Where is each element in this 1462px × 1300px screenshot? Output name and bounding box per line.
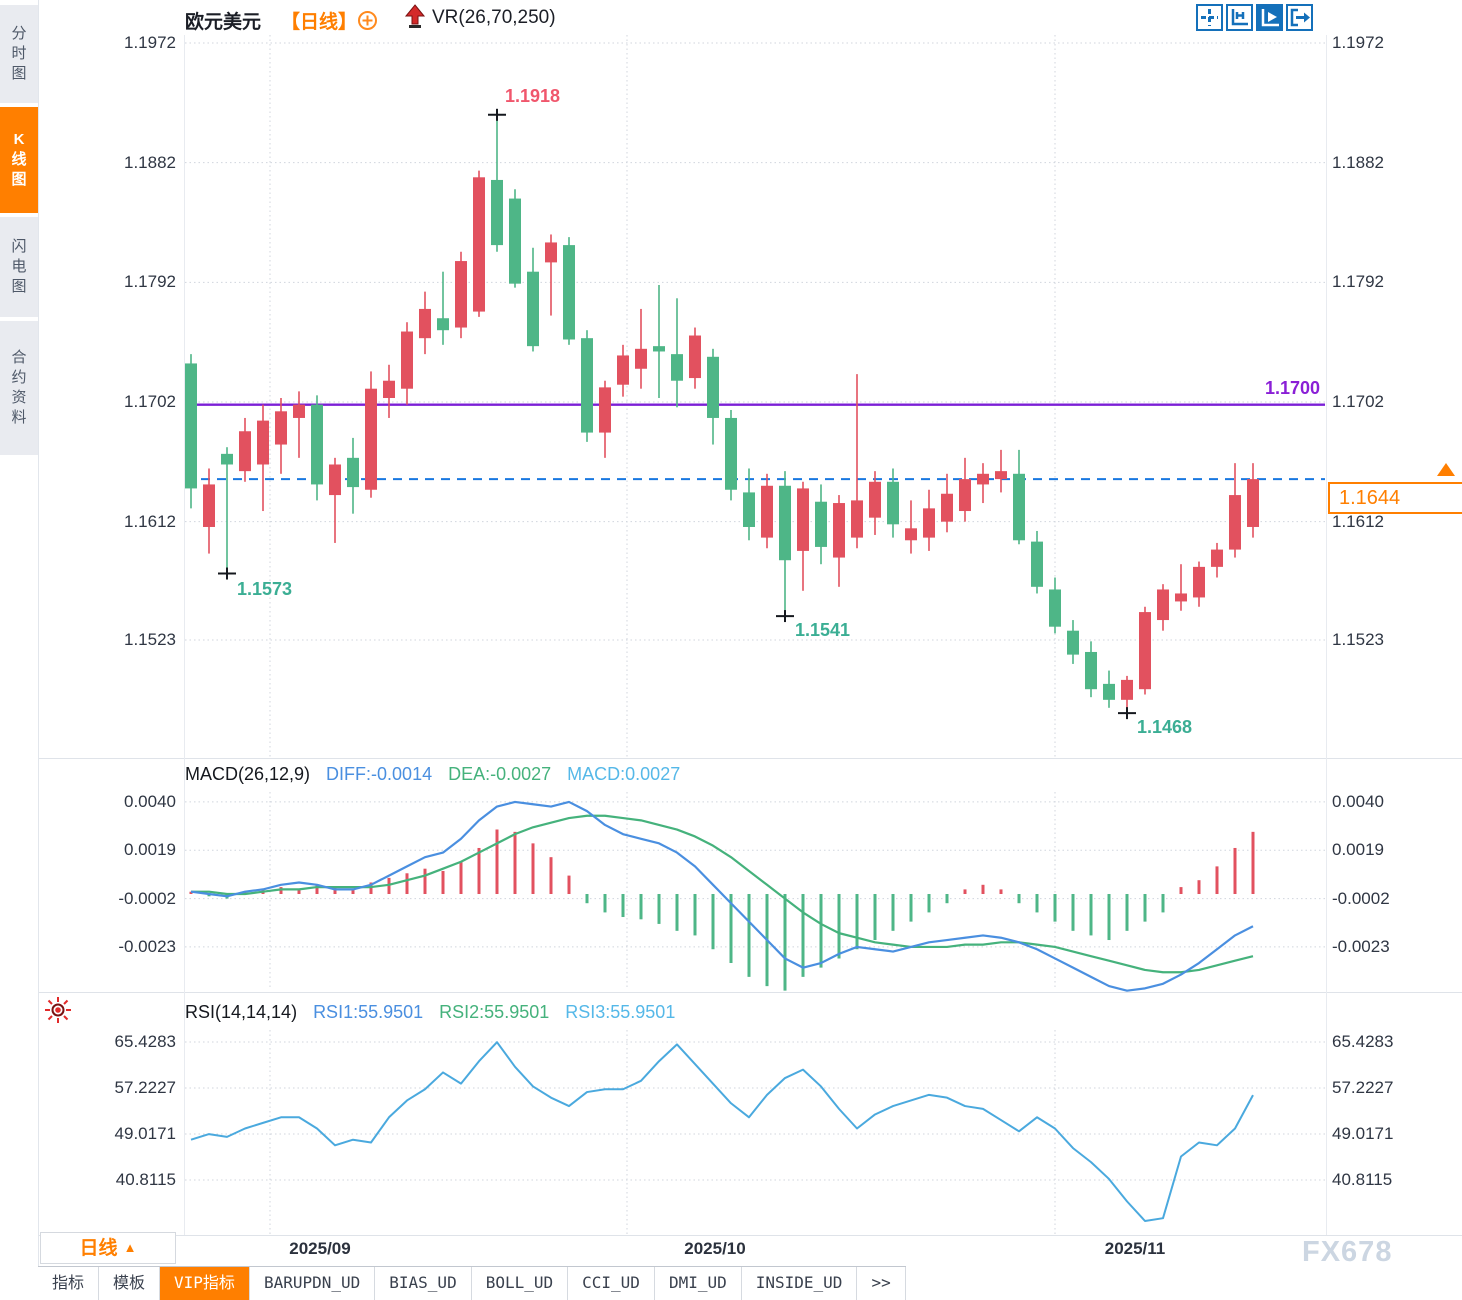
price-axis-label-left: 1.1523 bbox=[124, 629, 176, 649]
price-axis-label-right: 1.1612 bbox=[1332, 511, 1384, 531]
rsi2-value: RSI2:55.9501 bbox=[439, 1002, 550, 1022]
sidebar-tab-4[interactable]: 合 约 资 料 bbox=[0, 321, 38, 455]
bottom-tab-boll_ud[interactable]: BOLL_UD bbox=[471, 1267, 569, 1300]
low-annotation-1: 1.1573 bbox=[237, 579, 293, 599]
add-indicator-icon[interactable] bbox=[357, 10, 378, 31]
macd-axis-label-right: -0.0023 bbox=[1332, 936, 1390, 956]
rsi3-value: RSI3:55.9501 bbox=[565, 1002, 676, 1022]
price-axis-label-left: 1.1702 bbox=[124, 391, 176, 411]
period-dropdown-arrow: ▲ bbox=[123, 1240, 137, 1255]
macd-axis-label-left: 0.0040 bbox=[124, 791, 176, 811]
price-up-triangle bbox=[1437, 463, 1455, 476]
macd-axis-label-right: 0.0040 bbox=[1332, 791, 1384, 811]
macd-axis-label-left: 0.0019 bbox=[124, 840, 176, 860]
high-annotation: 1.1918 bbox=[505, 86, 561, 106]
rsi-title: RSI(14,14,14) bbox=[185, 1002, 298, 1022]
low-annotation-3: 1.1468 bbox=[1137, 717, 1193, 737]
price-axis-label-left: 1.1972 bbox=[124, 33, 176, 52]
chart-toolbar bbox=[1196, 4, 1313, 31]
axis-scale-icon[interactable] bbox=[1226, 4, 1253, 31]
export-right-icon[interactable] bbox=[1286, 4, 1313, 31]
rsi-axis-label-left: 57.2227 bbox=[114, 1078, 176, 1097]
bottom-tab-barupdn_ud[interactable]: BARUPDN_UD bbox=[249, 1267, 376, 1300]
macd-title: MACD(26,12,9) bbox=[185, 764, 311, 784]
xaxis-month-label: 2025/10 bbox=[684, 1239, 746, 1258]
macd-axis-label-right: 0.0019 bbox=[1332, 840, 1384, 860]
auto-play-icon[interactable] bbox=[1256, 4, 1283, 31]
rsi-axis-label-left: 49.0171 bbox=[114, 1124, 176, 1143]
price-axis-label-right: 1.1882 bbox=[1332, 152, 1384, 172]
sidebar-tab-2[interactable]: K 线 图 bbox=[0, 107, 38, 213]
rsi-axis-label-right: 40.8115 bbox=[1332, 1170, 1393, 1189]
bottom-tab-vip-[interactable]: VIP指标 bbox=[160, 1267, 250, 1300]
low-annotation-2: 1.1541 bbox=[795, 620, 851, 640]
sidebar-tab-1[interactable]: 分 时 图 bbox=[0, 5, 38, 103]
up-arrow-icon bbox=[404, 4, 426, 28]
macd-dea-value: DEA:-0.0027 bbox=[448, 764, 552, 784]
bottom-tab->>[interactable]: >> bbox=[857, 1267, 906, 1300]
macd-macd-value: MACD:0.0027 bbox=[567, 764, 681, 784]
bottom-tab-inside_ud[interactable]: INSIDE_UD bbox=[741, 1267, 858, 1300]
left-sidebar: 分 时 图 K 线 图闪 电 图合 约 资 料 bbox=[0, 0, 39, 1300]
symbol-title: 欧元美元 bbox=[185, 12, 262, 33]
period-tag[interactable]: 【日线】 bbox=[281, 12, 358, 33]
rsi-axis-label-left: 40.8115 bbox=[115, 1170, 176, 1189]
macd-axis-label-left: -0.0002 bbox=[118, 888, 176, 908]
price-axis-label-right: 1.1972 bbox=[1332, 33, 1384, 52]
macd-header: MACD(26,12,9) DIFF:-0.0014 DEA:-0.0027 MACD… bbox=[185, 764, 680, 785]
price-axis-label-left: 1.1612 bbox=[124, 511, 176, 531]
rsi-axis-label-right: 57.2227 bbox=[1332, 1078, 1394, 1097]
bottom-tab-dmi_ud[interactable]: DMI_UD bbox=[654, 1267, 742, 1300]
rsi-axis-label-right: 49.0171 bbox=[1332, 1124, 1394, 1143]
indicator-tab-bar: 指标 模板 VIP指标 BARUPDN_UD BIAS_UD BOLL_UD CCI_UD D… bbox=[38, 1266, 906, 1300]
period-selector[interactable]: 日线 ▲ bbox=[40, 1232, 176, 1264]
price-axis-label-left: 1.1882 bbox=[124, 152, 176, 172]
price-axis-label-right: 1.1523 bbox=[1332, 629, 1384, 649]
price-axis-label-left: 1.1792 bbox=[124, 272, 176, 292]
xaxis-month-label: 2025/09 bbox=[289, 1239, 351, 1258]
bottom-tab-bias_ud[interactable]: BIAS_UD bbox=[375, 1267, 472, 1300]
rsi-header: RSI(14,14,14) RSI1:55.9501 RSI2:55.9501 RSI… bbox=[185, 1002, 675, 1023]
macd-axis-label-right: -0.0002 bbox=[1332, 888, 1390, 908]
period-selector-label: 日线 bbox=[79, 1238, 118, 1259]
macd-axis-label-left: -0.0023 bbox=[118, 936, 176, 956]
crosshair-icon[interactable] bbox=[1196, 4, 1223, 31]
rsi-axis-label-left: 65.4283 bbox=[114, 1032, 176, 1051]
bottom-tab-cci_ud[interactable]: CCI_UD bbox=[568, 1267, 655, 1300]
rsi1-value: RSI1:55.9501 bbox=[313, 1002, 424, 1022]
hline-price-label: 1.1700 bbox=[1264, 378, 1320, 398]
last-price-tag[interactable]: 1.1644 bbox=[1328, 482, 1462, 514]
macd-diff-value: DIFF:-0.0014 bbox=[326, 764, 433, 784]
watermark: FX678 bbox=[1302, 1236, 1393, 1268]
price-axis-label-right: 1.1702 bbox=[1332, 391, 1384, 411]
vr-indicator-label: VR(26,70,250) bbox=[432, 7, 556, 28]
rsi-axis-label-right: 65.4283 bbox=[1332, 1032, 1394, 1051]
indicator-settings-icon[interactable] bbox=[44, 996, 72, 1024]
bottom-tab--[interactable]: 模板 bbox=[99, 1267, 161, 1300]
price-axis-label-right: 1.1792 bbox=[1332, 272, 1384, 292]
sidebar-tab-3[interactable]: 闪 电 图 bbox=[0, 217, 38, 317]
xaxis-month-label: 2025/11 bbox=[1104, 1239, 1166, 1258]
bottom-tab--[interactable]: 指标 bbox=[38, 1267, 100, 1300]
